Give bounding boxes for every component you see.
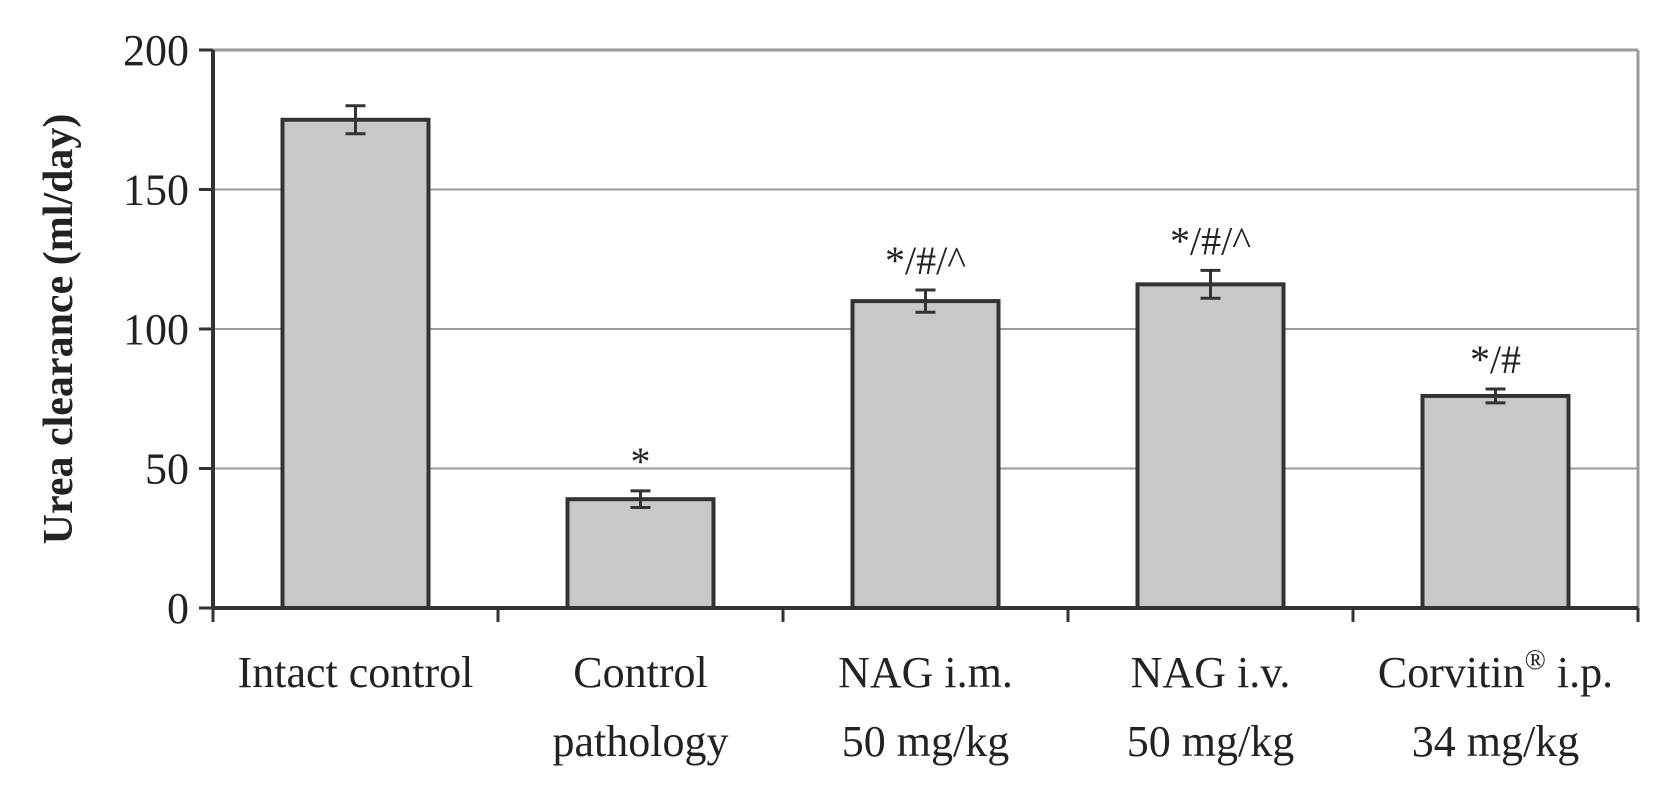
x-category-label: 50 mg/kg xyxy=(1127,717,1294,766)
x-category-label: Intact control xyxy=(238,648,474,697)
y-tick-label: 150 xyxy=(123,166,189,215)
x-category-label: pathology xyxy=(553,717,729,766)
x-category-label: Corvitin® i.p. xyxy=(1378,645,1613,697)
x-category-label: NAG i.m. xyxy=(838,648,1013,697)
significance-annotation: * xyxy=(631,439,651,484)
error-bar xyxy=(1200,268,1221,300)
error-bar xyxy=(345,104,366,136)
error-bar xyxy=(1485,387,1506,405)
bar xyxy=(1135,282,1286,610)
bar xyxy=(280,117,431,610)
bar xyxy=(565,497,716,610)
significance-annotation: */# xyxy=(1470,337,1521,382)
y-tick-label: 50 xyxy=(145,445,189,494)
error-bar xyxy=(630,489,651,510)
bar xyxy=(1420,393,1571,610)
x-category-label: 50 mg/kg xyxy=(842,717,1009,766)
x-category-label: Control xyxy=(573,648,707,697)
bar xyxy=(850,299,1001,610)
y-tick-label: 200 xyxy=(123,26,189,75)
x-category-label: 34 mg/kg xyxy=(1412,717,1579,766)
y-tick-label: 0 xyxy=(167,584,189,633)
y-axis-label: Urea clearance (ml/day) xyxy=(36,114,82,545)
x-category-label: NAG i.v. xyxy=(1131,648,1291,697)
significance-annotation: */#/^ xyxy=(1170,218,1251,263)
significance-annotation: */#/^ xyxy=(885,238,966,283)
error-bar xyxy=(915,288,936,314)
y-tick-label: 100 xyxy=(123,305,189,354)
